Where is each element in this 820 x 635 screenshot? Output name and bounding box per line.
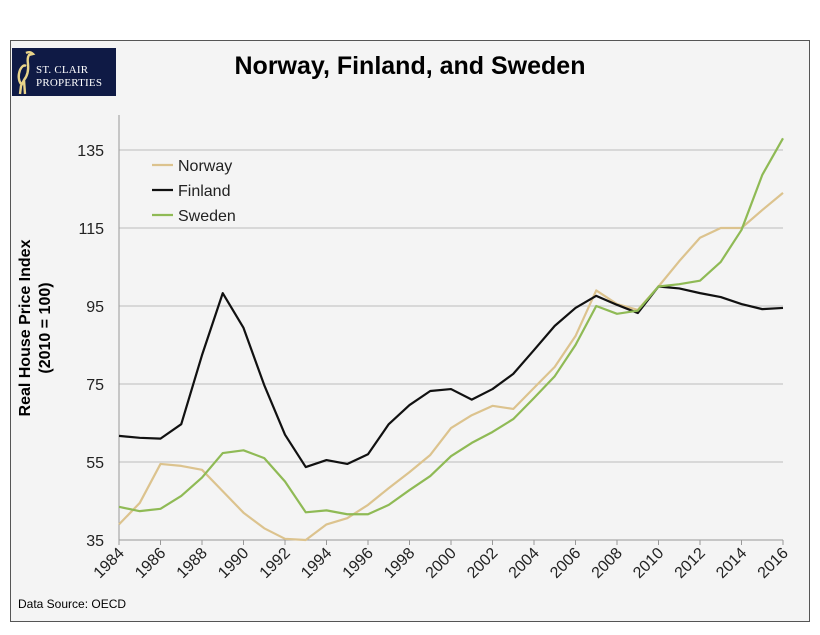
x-tick-label: 2008 <box>589 545 626 582</box>
y-axis-label: Real House Price Index <box>17 239 34 416</box>
x-tick-label: 1998 <box>381 545 418 582</box>
x-tick-label: 2000 <box>423 545 460 582</box>
series-line-sweden <box>118 137 784 516</box>
logo: ST. CLAIR PROPERTIES <box>12 48 116 96</box>
x-tick-label: 1990 <box>215 545 252 582</box>
logo-line2: PROPERTIES <box>36 77 103 89</box>
legend-label-norway: Norway <box>178 158 232 175</box>
y-tick-label: 115 <box>78 221 104 238</box>
x-tick-label: 2012 <box>672 545 709 582</box>
x-tick-label: 2014 <box>713 545 750 582</box>
y-axis-label: (2010 = 100) <box>37 282 54 373</box>
x-tick-label: 1994 <box>298 545 335 582</box>
y-tick-label: 95 <box>86 299 104 316</box>
x-tick-label: 2004 <box>506 545 543 582</box>
chart-title: Norway, Finland, and Sweden <box>234 52 586 80</box>
x-tick-label: 1986 <box>132 545 169 582</box>
x-tick-label: 2006 <box>547 545 584 582</box>
x-tick-label: 2010 <box>630 545 667 582</box>
y-tick-label: 35 <box>86 533 104 550</box>
chart-frame <box>10 40 810 622</box>
series-line-finland <box>118 285 784 469</box>
y-tick-label: 135 <box>77 143 104 160</box>
data-source: Data Source: OECD <box>18 597 127 611</box>
x-tick-label: 2002 <box>464 545 501 582</box>
x-tick-label: 2016 <box>755 545 792 582</box>
x-tick-label: 1988 <box>174 545 211 582</box>
logo-line1: ST. CLAIR <box>36 64 89 76</box>
legend-label-sweden: Sweden <box>178 208 236 225</box>
x-tick-label: 1996 <box>340 545 377 582</box>
y-tick-label: 75 <box>86 377 104 394</box>
heron-icon <box>17 51 36 95</box>
y-tick-label: 55 <box>86 455 104 472</box>
x-tick-label: 1984 <box>91 545 128 582</box>
x-tick-label: 1992 <box>257 545 294 582</box>
series-line-norway <box>118 192 784 542</box>
legend-label-finland: Finland <box>178 183 230 200</box>
